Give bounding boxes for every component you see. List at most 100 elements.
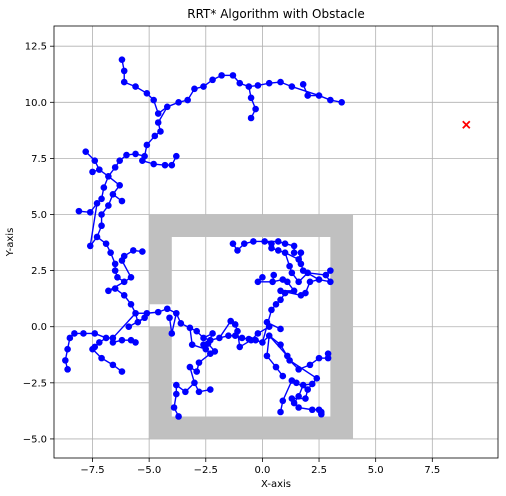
tree-node [62, 357, 69, 364]
tree-node [304, 92, 312, 99]
axes-frame [53, 25, 499, 459]
tree-node [107, 249, 114, 256]
tree-node [139, 248, 146, 255]
y-tick-label: 12.5 [25, 42, 47, 53]
tree-node [286, 262, 293, 270]
tree-node [132, 150, 139, 158]
x-tick-label: 7.5 [424, 465, 440, 476]
tree-node [295, 392, 302, 400]
tree-node [66, 334, 74, 342]
tree-node [315, 276, 323, 283]
y-tick-label: 5.0 [31, 210, 47, 221]
tree-node [114, 274, 121, 281]
x-tick-label: 0.0 [254, 465, 270, 476]
y-tick-label: 10.0 [25, 98, 47, 109]
tree-node [129, 247, 137, 254]
tree-node [236, 343, 244, 351]
tree-node [102, 240, 110, 247]
tree-node [259, 339, 266, 346]
tree-edge [291, 85, 320, 97]
tree-node [191, 85, 198, 93]
tree-node [188, 341, 196, 348]
tree-node [295, 278, 302, 286]
tree-edge [112, 312, 137, 339]
tree-node [322, 271, 330, 279]
tree-node [318, 408, 325, 416]
tree-node [93, 233, 101, 241]
tree-node [118, 336, 126, 344]
tree-node [86, 242, 94, 250]
tree-node [132, 309, 139, 317]
goal-x-stroke [462, 120, 471, 129]
tree-node [173, 309, 180, 317]
tree-node [177, 320, 185, 327]
tree-node [105, 202, 112, 209]
tree-node [161, 161, 169, 169]
tree-node [125, 323, 133, 331]
tree-node [254, 330, 262, 337]
goal-marker [462, 120, 471, 129]
tree-node [143, 90, 151, 97]
tree-node [132, 83, 139, 90]
tree-node [120, 291, 128, 299]
tree-node [141, 314, 148, 322]
tree-node [302, 289, 309, 297]
tree-node [168, 161, 176, 169]
x-tick-label: −5.0 [137, 465, 161, 476]
tree-node [265, 79, 273, 87]
tree-node [173, 152, 180, 160]
tree-node [168, 330, 176, 337]
tree-node [139, 157, 146, 164]
tree-node [295, 404, 302, 411]
tree-node [91, 330, 99, 337]
tree-node [118, 368, 126, 375]
x-tick-label: 5.0 [368, 465, 384, 476]
tree-node [150, 96, 157, 104]
tree-node [290, 249, 298, 256]
tree-node [236, 79, 244, 87]
tree-node [175, 99, 182, 106]
tree-node [284, 352, 291, 360]
tree-node [127, 300, 135, 308]
tree-node [120, 78, 128, 86]
tree-node [299, 81, 307, 88]
tree-node [277, 341, 284, 348]
tree-node [157, 128, 164, 135]
tree-node [231, 321, 239, 328]
tree-node [209, 330, 216, 337]
obstacle-walls [149, 214, 354, 439]
tree-node [82, 148, 90, 155]
tree-node [105, 287, 112, 295]
tree-node [270, 271, 278, 279]
y-tick-label: 2.5 [31, 266, 47, 277]
tree-node [102, 334, 110, 342]
tree-node [150, 160, 157, 168]
tree-node [116, 182, 123, 189]
tree-node [96, 166, 103, 173]
tree-node [93, 199, 101, 207]
tree-node [306, 361, 314, 369]
tree-node [240, 240, 248, 247]
tree-node [327, 96, 334, 104]
tree-node [247, 114, 255, 122]
tree-node [229, 240, 237, 247]
tree-node [274, 238, 282, 245]
tree-node [186, 363, 194, 371]
tree-node [277, 287, 284, 295]
tree-node [91, 157, 99, 164]
tree-nodes [62, 56, 345, 420]
tree-node [263, 318, 271, 326]
tree-edge [266, 335, 270, 356]
tree-node [277, 78, 284, 86]
tree-edge [89, 203, 98, 247]
tree-node [173, 390, 180, 398]
tree-node [229, 72, 237, 79]
tree-node [269, 278, 276, 286]
tree-node [279, 372, 287, 380]
chart-title: RRT* Algorithm with Obstacle [187, 7, 365, 21]
tree-node [163, 103, 171, 111]
tree-node [116, 157, 123, 164]
tree-node [170, 404, 178, 411]
y-tick-label: 0.0 [31, 322, 47, 333]
